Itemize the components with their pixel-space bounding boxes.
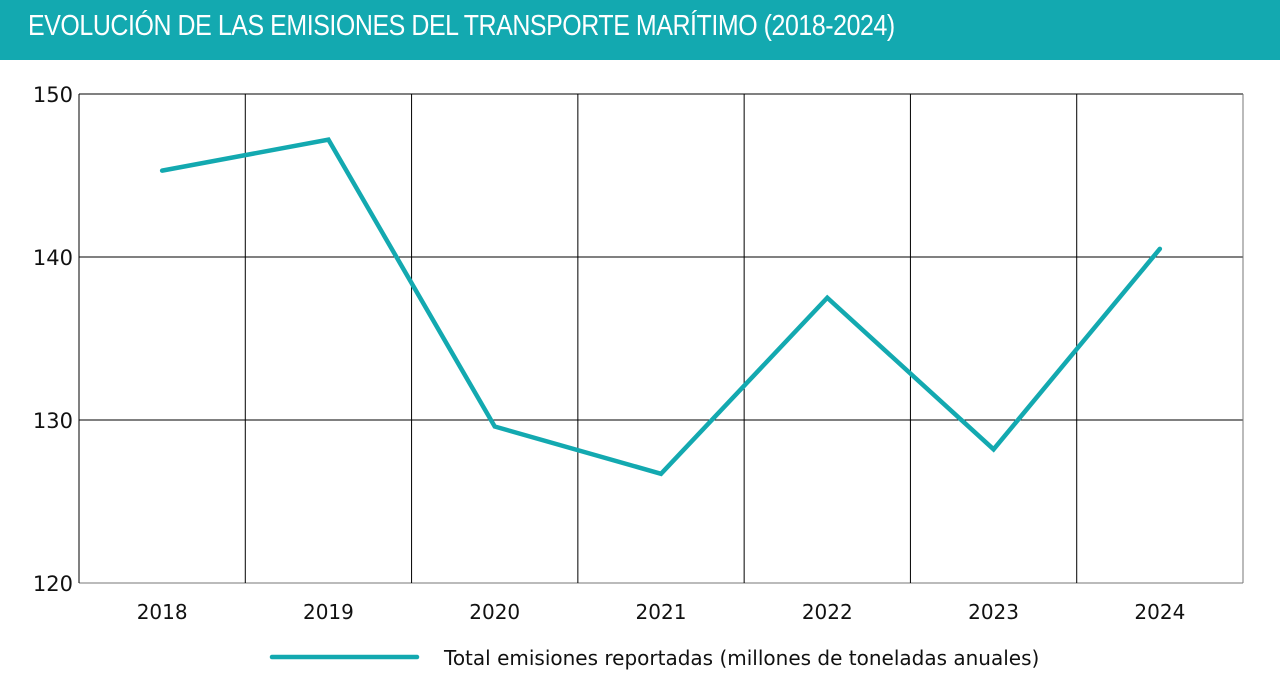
x-tick-label: 2018 — [137, 600, 188, 624]
x-tick-label: 2023 — [968, 600, 1019, 624]
y-tick-label: 150 — [33, 83, 73, 107]
x-tick-label: 2021 — [636, 600, 687, 624]
title-banner: EVOLUCIÓN DE LAS EMISIONES DEL TRANSPORT… — [0, 0, 1280, 60]
series-line — [159, 137, 1163, 477]
y-tick-label: 120 — [33, 572, 73, 596]
legend-label: Total emisiones reportadas (millones de … — [443, 646, 1039, 670]
chart-title: EVOLUCIÓN DE LAS EMISIONES DEL TRANSPORT… — [28, 10, 895, 42]
y-tick-label: 140 — [33, 246, 73, 270]
x-tick-label: 2022 — [802, 600, 853, 624]
x-tick-label: 2019 — [303, 600, 354, 624]
x-tick-label: 2024 — [1134, 600, 1185, 624]
y-tick-label: 130 — [33, 409, 73, 433]
x-tick-label: 2020 — [469, 600, 520, 624]
